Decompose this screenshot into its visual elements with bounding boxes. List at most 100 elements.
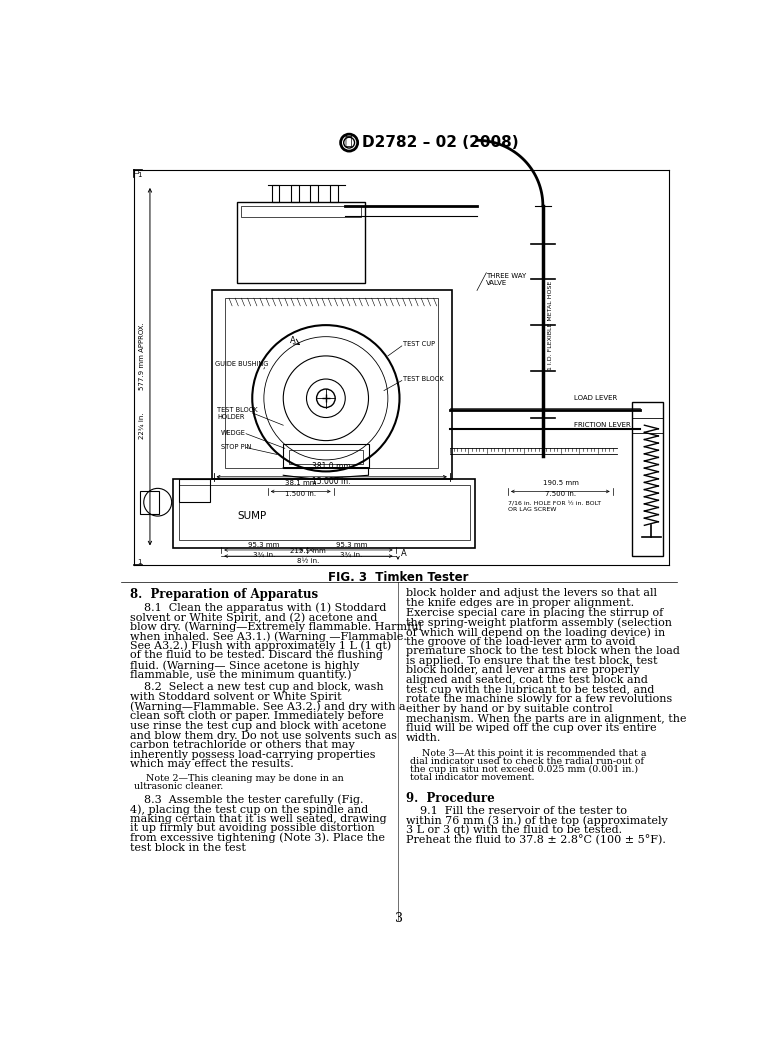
Text: 3¾ in.: 3¾ in. — [253, 552, 275, 558]
Text: carbon tetrachloride or others that may: carbon tetrachloride or others that may — [130, 740, 355, 751]
Text: fluid will be wiped off the cup over its entire: fluid will be wiped off the cup over its… — [405, 723, 657, 733]
Text: dial indicator used to check the radial run-out of: dial indicator used to check the radial … — [410, 757, 644, 766]
Text: SUMP: SUMP — [237, 511, 267, 522]
Text: See A3.2.) Flush with approximately 1 L (1 qt): See A3.2.) Flush with approximately 1 L … — [130, 641, 391, 652]
Text: solvent or White Spirit, and (2) acetone and: solvent or White Spirit, and (2) acetone… — [130, 612, 377, 623]
Text: fluid. (Warning— Since acetone is highly: fluid. (Warning— Since acetone is highly — [130, 660, 359, 670]
Text: OR LAG SCREW: OR LAG SCREW — [508, 507, 556, 512]
Text: 38.1 mm: 38.1 mm — [285, 480, 316, 486]
Text: 3 L or 3 qt) with the fluid to be tested.: 3 L or 3 qt) with the fluid to be tested… — [405, 824, 622, 836]
Text: the spring-weight platform assembly (selection: the spring-weight platform assembly (sel… — [405, 617, 671, 628]
Text: block holder and adjust the levers so that all: block holder and adjust the levers so th… — [405, 588, 657, 599]
Text: STOP PIN: STOP PIN — [221, 443, 251, 450]
Bar — [283, 445, 369, 467]
Text: flammable, use the minimum quantity.): flammable, use the minimum quantity.) — [130, 669, 352, 680]
Text: blow dry. (Warning—Extremely flammable. Harmful: blow dry. (Warning—Extremely flammable. … — [130, 621, 422, 632]
Text: Note 2—This cleaning may be done in an: Note 2—This cleaning may be done in an — [135, 773, 344, 783]
Text: of the fluid to be tested. Discard the flushing: of the fluid to be tested. Discard the f… — [130, 651, 383, 660]
Text: the knife edges are in proper alignment.: the knife edges are in proper alignment. — [405, 599, 634, 608]
Text: within 76 mm (3 in.) of the top (approximately: within 76 mm (3 in.) of the top (approxi… — [405, 815, 668, 826]
Text: 3: 3 — [394, 912, 403, 924]
Text: 1: 1 — [137, 559, 142, 565]
Bar — [272, 185, 279, 202]
Text: the groove of the load-lever arm to avoid: the groove of the load-lever arm to avoi… — [405, 637, 636, 646]
Text: block holder, and lever arms are properly: block holder, and lever arms are properl… — [405, 665, 640, 676]
Text: TEST CUP: TEST CUP — [402, 341, 435, 348]
Text: it up firmly but avoiding possible distortion: it up firmly but avoiding possible disto… — [130, 823, 374, 833]
Bar — [225, 298, 438, 467]
Text: 7/16 in. HOLE FOR ½ in. BOLT: 7/16 in. HOLE FOR ½ in. BOLT — [508, 501, 601, 506]
Text: use rinse the test cup and block with acetone: use rinse the test cup and block with ac… — [130, 721, 386, 731]
Text: 8.  Preparation of Apparatus: 8. Preparation of Apparatus — [130, 588, 318, 602]
Text: 577.9 mm APPROX.: 577.9 mm APPROX. — [139, 322, 145, 389]
Text: premature shock to the test block when the load: premature shock to the test block when t… — [405, 646, 679, 656]
Text: Ⓐ: Ⓐ — [345, 135, 352, 149]
Text: test cup with the lubricant to be tested, and: test cup with the lubricant to be tested… — [405, 685, 654, 694]
Text: mechanism. When the parts are in alignment, the: mechanism. When the parts are in alignme… — [405, 713, 686, 723]
Bar — [330, 185, 338, 202]
Text: when inhaled. See A3.1.) (Warning —Flammable.: when inhaled. See A3.1.) (Warning —Flamm… — [130, 631, 407, 641]
Text: D2782 – 02 (2008): D2782 – 02 (2008) — [362, 135, 518, 150]
Text: with Stoddard solvent or White Spirit: with Stoddard solvent or White Spirit — [130, 692, 342, 702]
Bar — [237, 202, 365, 283]
Text: TEST BLOCK
HOLDER: TEST BLOCK HOLDER — [217, 407, 258, 421]
Text: FRICTION LEVER: FRICTION LEVER — [574, 422, 631, 428]
Text: WEDGE: WEDGE — [221, 430, 246, 436]
Text: 7.500 in.: 7.500 in. — [545, 491, 576, 498]
Text: GUIDE BUSHING: GUIDE BUSHING — [215, 360, 268, 366]
Text: clean soft cloth or paper. Immediately before: clean soft cloth or paper. Immediately b… — [130, 711, 384, 721]
Text: total indicator movement.: total indicator movement. — [410, 772, 534, 782]
Bar — [289, 450, 363, 463]
Bar — [310, 185, 318, 202]
Bar — [291, 185, 299, 202]
Text: 381.0 mm: 381.0 mm — [312, 462, 351, 472]
Text: THREE WAY
VALVE: THREE WAY VALVE — [486, 273, 527, 286]
Text: 4), placing the test cup on the spindle and: 4), placing the test cup on the spindle … — [130, 804, 368, 815]
Text: (Warning—Flammable. See A3.2.) and dry with a: (Warning—Flammable. See A3.2.) and dry w… — [130, 702, 405, 712]
Text: A: A — [289, 336, 296, 345]
Text: of which will depend on the loading device) in: of which will depend on the loading devi… — [405, 627, 665, 637]
Text: 215.9 mm: 215.9 mm — [290, 548, 326, 554]
Text: 9.1  Fill the reservoir of the tester to: 9.1 Fill the reservoir of the tester to — [405, 806, 627, 815]
Bar — [212, 290, 452, 479]
Text: which may effect the results.: which may effect the results. — [130, 759, 293, 769]
Text: Exercise special care in placing the stirrup of: Exercise special care in placing the sti… — [405, 608, 663, 617]
Text: Preheat the fluid to 37.8 ± 2.8°C (100 ± 5°F).: Preheat the fluid to 37.8 ± 2.8°C (100 ±… — [405, 835, 665, 845]
Text: 9.  Procedure: 9. Procedure — [405, 792, 495, 805]
Text: making certain that it is well seated, drawing: making certain that it is well seated, d… — [130, 814, 387, 823]
Text: test block in the test: test block in the test — [130, 842, 246, 853]
Text: 8.1  Clean the apparatus with (1) Stoddard: 8.1 Clean the apparatus with (1) Stoddar… — [130, 603, 386, 613]
Text: 1 I.D. FLEXIBLE METAL HOSE: 1 I.D. FLEXIBLE METAL HOSE — [548, 280, 553, 370]
Text: 3¾ in.: 3¾ in. — [340, 552, 363, 558]
Text: 95.3 mm: 95.3 mm — [248, 541, 279, 548]
Text: 15.000 in.: 15.000 in. — [312, 477, 351, 486]
Text: ultrasonic cleaner.: ultrasonic cleaner. — [135, 782, 224, 791]
Text: aligned and seated, coat the test block and: aligned and seated, coat the test block … — [405, 675, 647, 685]
Text: is applied. To ensure that the test block, test: is applied. To ensure that the test bloc… — [405, 656, 657, 666]
Bar — [179, 479, 209, 502]
Text: and blow them dry. Do not use solvents such as: and blow them dry. Do not use solvents s… — [130, 731, 397, 740]
Bar — [179, 484, 470, 540]
Text: the cup in situ not exceed 0.025 mm (0.001 in.): the cup in situ not exceed 0.025 mm (0.0… — [410, 765, 639, 773]
Text: width.: width. — [405, 733, 441, 743]
Text: FIG. 3  Timken Tester: FIG. 3 Timken Tester — [328, 570, 468, 584]
Text: 8½ in.: 8½ in. — [297, 558, 319, 563]
Bar — [240, 206, 361, 218]
Text: inherently possess load-carrying properties: inherently possess load-carrying propert… — [130, 750, 375, 760]
Text: 1.500 in.: 1.500 in. — [285, 491, 316, 498]
Text: 190.5 mm: 190.5 mm — [543, 480, 579, 486]
Text: 8.2  Select a new test cup and block, wash: 8.2 Select a new test cup and block, was… — [130, 683, 384, 692]
Text: rotate the machine slowly for a few revolutions: rotate the machine slowly for a few revo… — [405, 694, 672, 705]
Text: TEST BLOCK: TEST BLOCK — [402, 376, 443, 382]
Text: 95.3 mm: 95.3 mm — [336, 541, 367, 548]
Text: either by hand or by suitable control: either by hand or by suitable control — [405, 704, 612, 714]
Bar — [632, 402, 663, 556]
Text: from excessive tightening (Note 3). Place the: from excessive tightening (Note 3). Plac… — [130, 833, 385, 843]
Text: 22¾ in.: 22¾ in. — [139, 412, 145, 438]
Bar — [173, 479, 475, 549]
Text: 1: 1 — [137, 172, 142, 178]
Bar — [140, 490, 159, 514]
Text: 8.3  Assemble the tester carefully (Fig.: 8.3 Assemble the tester carefully (Fig. — [130, 794, 363, 805]
Text: Note 3—At this point it is recommended that a: Note 3—At this point it is recommended t… — [410, 748, 647, 758]
Text: A: A — [401, 549, 407, 558]
